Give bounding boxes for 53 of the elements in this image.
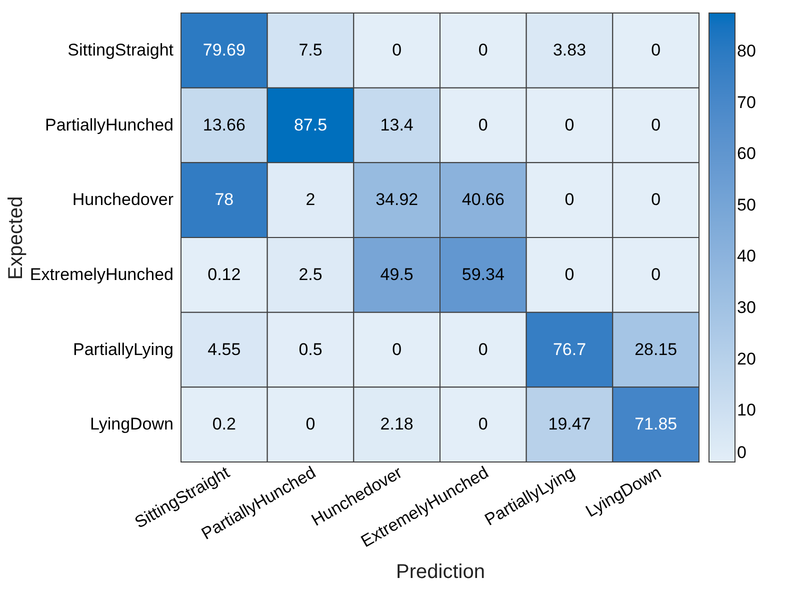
- data-label: 0: [306, 414, 316, 434]
- data-label: 0: [478, 40, 488, 60]
- data-label: 0: [478, 115, 488, 134]
- color-bar-label: 80: [737, 41, 756, 60]
- data-label: 0: [392, 40, 402, 60]
- data-label: 0: [651, 190, 661, 210]
- data-label: 0: [651, 264, 661, 284]
- data-label: 71.85: [634, 414, 678, 434]
- color-bar-label: 20: [737, 349, 756, 368]
- y-tick-label: SittingStraight: [68, 40, 174, 60]
- data-label: 7.5: [298, 40, 322, 60]
- data-label: 40.66: [462, 190, 504, 210]
- color-bar-label: 10: [737, 400, 756, 420]
- data-label: 49.5: [380, 264, 414, 284]
- data-label: 0: [651, 40, 661, 60]
- data-label: 2: [306, 190, 316, 210]
- data-label: 0.12: [208, 264, 241, 284]
- data-label: 0: [564, 190, 574, 210]
- y-axis-title: Expected: [4, 196, 27, 280]
- data-label: 0.5: [298, 340, 322, 359]
- y-tick-label: Hunchedover: [72, 190, 174, 210]
- data-label: 0: [478, 414, 488, 434]
- data-label: 34.92: [376, 190, 418, 210]
- data-label: 78: [214, 190, 234, 210]
- color-bar-label: 70: [737, 92, 756, 112]
- x-axis-title: Prediction: [396, 561, 485, 584]
- y-tick-label: PartiallyLying: [73, 340, 174, 359]
- data-label: 0: [478, 340, 488, 359]
- data-label: 13.66: [202, 115, 246, 134]
- data-label: 2.5: [298, 264, 322, 284]
- data-label: 4.55: [208, 340, 241, 359]
- data-label: 0: [564, 264, 574, 284]
- color-bar-label: 0: [737, 443, 746, 462]
- color-bar-label: 30: [737, 298, 756, 318]
- data-label: 59.34: [462, 264, 504, 284]
- data-label: 76.7: [552, 340, 586, 359]
- data-label: 0: [651, 115, 661, 134]
- data-label: 2.18: [380, 414, 414, 434]
- data-label: 0: [564, 115, 574, 134]
- data-label: 3.83: [552, 40, 586, 60]
- color-bar-label: 60: [737, 144, 756, 164]
- data-label: 0: [392, 340, 402, 359]
- data-label: 0.2: [212, 414, 236, 434]
- data-label: 87.5: [294, 115, 328, 134]
- data-label: 19.47: [548, 414, 591, 434]
- y-tick-label: LyingDown: [90, 414, 174, 434]
- color-bar-label: 50: [737, 195, 756, 214]
- y-tick-label: ExtremelyHunched: [30, 264, 174, 284]
- y-tick-label: PartiallyHunched: [44, 115, 174, 134]
- color-bar-label: 40: [737, 246, 756, 266]
- data-label: 13.4: [380, 115, 414, 134]
- data-label: 79.69: [202, 40, 246, 60]
- data-label: 28.15: [634, 340, 678, 359]
